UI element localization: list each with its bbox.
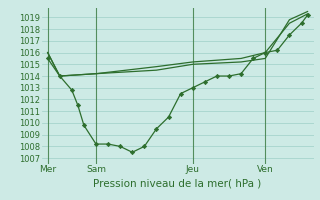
X-axis label: Pression niveau de la mer( hPa ): Pression niveau de la mer( hPa ) [93, 179, 262, 189]
